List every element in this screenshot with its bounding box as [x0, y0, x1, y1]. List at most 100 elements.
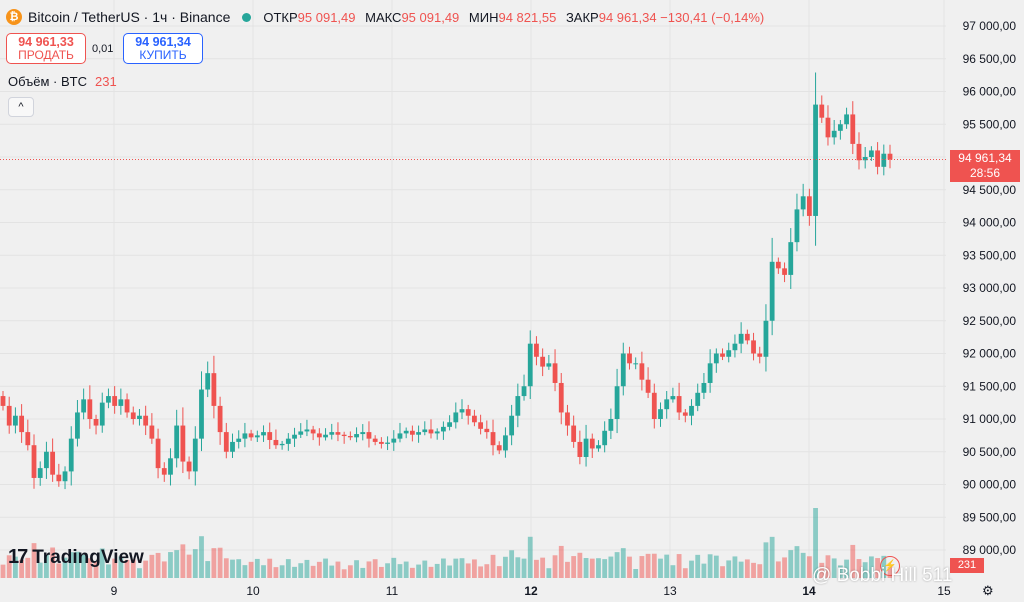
candle-body: [304, 429, 310, 432]
candle-body: [354, 434, 359, 438]
volume-bar: [459, 558, 465, 578]
candle-body: [627, 353, 632, 364]
candle-body: [546, 363, 552, 367]
candle-body: [757, 353, 763, 357]
volume-bar: [416, 564, 421, 578]
volume-bar: [56, 563, 62, 578]
volume-bar: [372, 559, 378, 578]
candle-body: [205, 373, 211, 390]
candle-body: [695, 392, 701, 406]
candle-body: [447, 422, 453, 427]
y-tick-label: 96 000,00: [963, 85, 1017, 99]
y-tick-label: 91 500,00: [963, 379, 1017, 393]
volume-bar: [627, 556, 632, 578]
candle-body: [509, 415, 515, 436]
volume-bar: [664, 554, 670, 578]
volume-bar: [323, 558, 328, 578]
collapse-legend-button[interactable]: ^: [8, 97, 34, 117]
volume-bar: [106, 564, 111, 578]
volume-bar: [292, 566, 297, 578]
volume-bar: [118, 556, 124, 578]
volume-bar: [546, 568, 552, 578]
volume-legend[interactable]: Объём · BTC 231: [8, 74, 117, 89]
volume-bar: [192, 549, 198, 578]
high-label: МАКС: [365, 9, 402, 25]
buy-price: 94 961,34: [135, 35, 191, 49]
volume-bar: [651, 553, 657, 578]
volume-bar: [447, 565, 453, 578]
buy-label: КУПИТЬ: [139, 48, 187, 62]
volume-bar: [676, 554, 682, 578]
volume-bar: [335, 561, 341, 578]
candle-body: [682, 412, 688, 416]
volume-bar: [639, 556, 645, 578]
tradingview-logo[interactable]: 17 TradingView: [8, 546, 144, 569]
candle-body: [31, 445, 37, 478]
candle-body: [472, 415, 477, 423]
volume-bar: [813, 508, 818, 578]
candle-body: [168, 458, 173, 475]
ohlc-values: ОТКР95 091,49 МАКС95 091,49 МИН94 821,55…: [263, 10, 770, 25]
x-tick-label: 15: [937, 584, 951, 598]
volume-bar: [31, 543, 37, 578]
candle-body: [800, 196, 806, 210]
volume-bar: [285, 559, 291, 578]
candle-body: [248, 433, 254, 438]
volume-bar: [385, 563, 390, 578]
symbol-title[interactable]: Bitcoin / TetherUS · 1ч · Binance: [28, 9, 231, 25]
volume-bar: [503, 556, 508, 578]
open-value: 95 091,49: [297, 9, 356, 25]
volume-bar: [782, 557, 787, 578]
volume-bar: [589, 558, 595, 578]
volume-bar: [93, 561, 99, 578]
volume-bar: [168, 552, 173, 578]
volume-bar: [81, 554, 87, 578]
volume-bar: [732, 556, 738, 578]
candle-body: [540, 356, 546, 367]
candle-body: [416, 432, 421, 435]
candle-body: [844, 114, 849, 125]
candle-body: [366, 432, 372, 439]
candle-body: [707, 363, 713, 383]
volume-bar: [490, 554, 496, 578]
settings-gear-icon[interactable]: ⚙: [982, 583, 994, 598]
volume-bar: [261, 565, 266, 578]
candle-body: [217, 405, 223, 433]
volume-bar: [757, 564, 763, 578]
candle-body: [875, 150, 880, 167]
volume-bar: [130, 559, 136, 578]
volume-bar: [329, 565, 335, 578]
sell-button[interactable]: 94 961,33 ПРОДАТЬ: [6, 33, 86, 64]
candle-body: [37, 468, 43, 478]
candle-body: [292, 434, 297, 439]
volume-bar: [316, 561, 322, 578]
volume-bar: [577, 552, 583, 578]
volume-bar: [205, 561, 211, 578]
volume-bar: [397, 564, 403, 578]
x-tick-label: 9: [111, 584, 118, 598]
volume-bar: [465, 563, 471, 578]
candle-body: [285, 438, 291, 444]
volume-bar: [310, 565, 316, 578]
volume-label: Объём · BTC: [8, 74, 87, 89]
y-tick-label: 89 500,00: [963, 510, 1017, 524]
volume-bar: [254, 558, 260, 578]
candle-body: [310, 429, 316, 434]
candle-body: [124, 399, 130, 413]
y-tick-label: 95 500,00: [963, 117, 1017, 131]
x-tick-label: 12: [524, 584, 538, 598]
volume-bar: [242, 565, 248, 578]
candle-body: [701, 382, 707, 393]
volume-bar: [37, 562, 43, 578]
candle-body: [422, 429, 428, 433]
candle-body: [608, 419, 614, 431]
buy-button[interactable]: 94 961,34 КУПИТЬ: [123, 33, 203, 64]
volume-bar: [472, 559, 477, 578]
volume-bar: [149, 554, 155, 578]
candle-body: [372, 438, 378, 442]
volume-bar: [273, 567, 279, 578]
candle-body: [583, 438, 589, 457]
candle-body: [794, 209, 800, 243]
lightning-icon[interactable]: ⚡: [880, 556, 900, 576]
